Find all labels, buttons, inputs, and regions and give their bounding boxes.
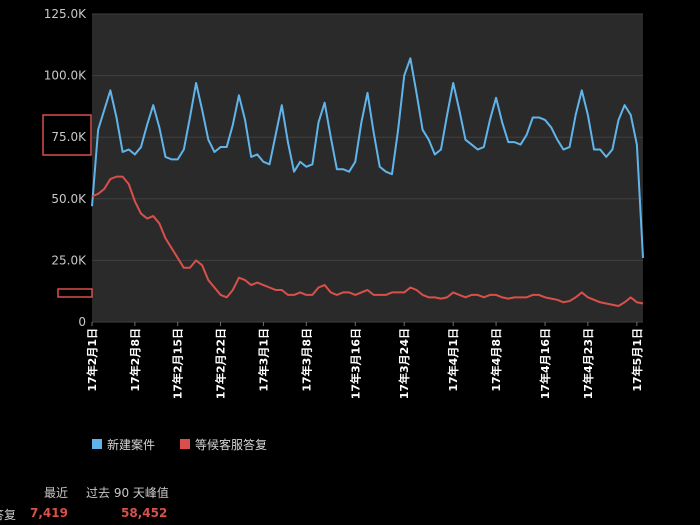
- stats-panel: 最近 过去 90 天峰值 答复 7,419 58,452: [0, 478, 700, 525]
- series-line-new-cases: [91, 57, 644, 258]
- y-tick-label: 75.0K: [51, 130, 87, 144]
- y-tick-label: 50.0K: [51, 192, 87, 206]
- x-tick-label: 17年2月22日: [214, 328, 228, 399]
- x-tick-label: 17年2月8日: [128, 328, 142, 392]
- stat-recent-value: 7,419: [30, 506, 68, 520]
- x-tick-label: 17年2月15日: [171, 328, 185, 399]
- legend-label-new-cases: 新建案件: [107, 437, 155, 452]
- legend-swatch-new-cases: [92, 439, 102, 449]
- x-tick-label: 17年4月16日: [538, 328, 552, 399]
- x-tick-label: 17年3月16日: [348, 328, 362, 399]
- highlight-box-75k: [42, 114, 92, 156]
- highlight-box-12k: [57, 288, 93, 298]
- x-axis: 17年2月1日 17年2月8日 17年2月15日 17年2月22日 17年3月1日 17年…: [85, 322, 644, 399]
- annotations: [42, 114, 93, 298]
- x-tick-label: 17年3月24日: [397, 328, 411, 399]
- legend-label-waiting-reply: 等候客服答复: [195, 437, 267, 452]
- legend-item-new-cases[interactable]: 新建案件: [92, 437, 155, 452]
- stat-row-label: 答复: [0, 508, 17, 522]
- x-tick-label: 17年3月8日: [299, 328, 313, 392]
- y-tick-label: 100.0K: [44, 69, 87, 83]
- stat-peak-value: 58,452: [121, 506, 168, 520]
- y-tick-label: 125.0K: [44, 7, 87, 21]
- legend-swatch-waiting-reply: [180, 439, 190, 449]
- x-tick-label: 17年5月1日: [630, 328, 644, 392]
- series-line-waiting-reply: [91, 175, 644, 307]
- stat-header-recent: 最近: [44, 486, 69, 500]
- x-tick-label: 17年4月23日: [581, 328, 595, 399]
- stat-header-peak: 过去 90 天峰值: [86, 486, 169, 500]
- x-tick-label: 17年4月8日: [489, 328, 503, 392]
- legend: 新建案件 等候客服答复: [92, 437, 267, 452]
- x-tick-label: 17年2月1日: [85, 328, 99, 392]
- legend-item-waiting-reply[interactable]: 等候客服答复: [180, 437, 267, 452]
- y-axis: 0 25.0K 50.0K 75.0K 100.0K 125.0K: [44, 7, 87, 329]
- x-tick-label: 17年4月1日: [446, 328, 460, 392]
- x-tick-label: 17年3月1日: [256, 328, 270, 392]
- plot-background: [92, 14, 643, 322]
- y-tick-label: 25.0K: [51, 253, 87, 267]
- y-tick-label: 0: [78, 315, 86, 329]
- series-layer: [91, 57, 644, 307]
- grid-lines: [92, 13, 643, 323]
